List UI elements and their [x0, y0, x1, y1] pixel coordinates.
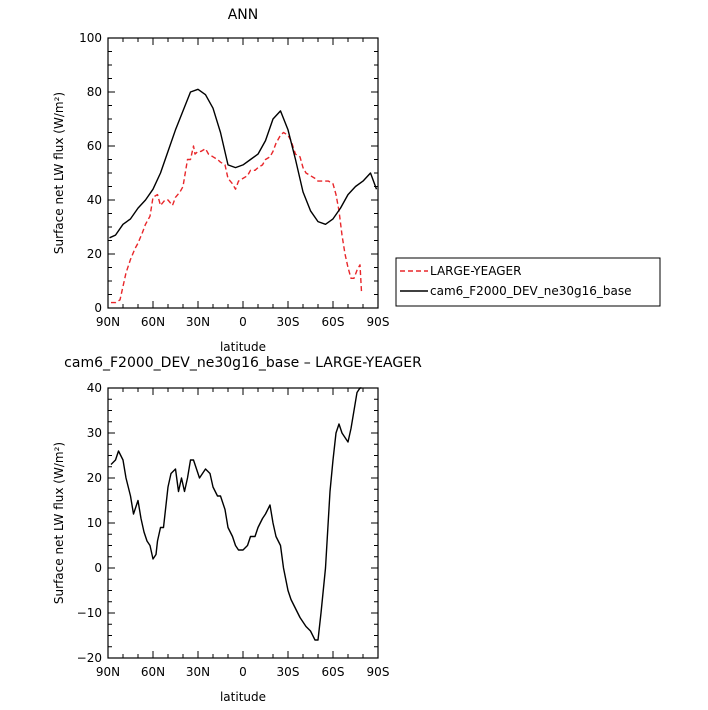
top-x-tick-label: 30S [277, 315, 300, 329]
bottom-x-tick-label: 60S [322, 665, 345, 679]
legend-label-large-yeager: LARGE-YEAGER [430, 264, 521, 278]
bottom-y-tick-label: 0 [94, 561, 102, 575]
bottom-x-tick-label: 30S [277, 665, 300, 679]
bottom-x-tick-label: 90S [367, 665, 390, 679]
bottom-series-line-0 [110, 387, 362, 641]
top-x-tick-label: 90S [367, 315, 390, 329]
bottom-y-tick-label: 30 [87, 426, 102, 440]
top-y-axis-label: Surface net LW flux (W/m²) [52, 92, 66, 254]
top-series-line-0 [111, 131, 363, 304]
top-x-tick-label: 60S [322, 315, 345, 329]
top-panel: ANN 90N 60N 30N 0 30S 60S 90S 0 20 40 60 80 100 lati… [52, 7, 661, 354]
legend-label-cam6-base: cam6_F2000_DEV_ne30g16_base [430, 284, 632, 298]
top-x-tick-label: 90N [96, 315, 120, 329]
bottom-axis-ticks: 90N 60N 30N 0 30S 60S 90S −20 −10 0 10 20 30 40 [77, 381, 390, 679]
legend: LARGE-YEAGER cam6_F2000_DEV_ne30g16_base [395, 257, 661, 307]
top-y-tick-label: 20 [87, 247, 102, 261]
top-chart-title: ANN [228, 7, 259, 23]
top-x-tick-label: 60N [141, 315, 165, 329]
bottom-y-axis-label: Surface net LW flux (W/m²) [52, 442, 66, 604]
bottom-series-lines [110, 387, 362, 641]
top-series-lines [109, 88, 378, 304]
top-x-tick-label: 30N [186, 315, 210, 329]
bottom-x-tick-label: 90N [96, 665, 120, 679]
bottom-x-tick-label: 30N [186, 665, 210, 679]
top-series-line-1 [109, 88, 378, 239]
top-y-tick-label: 40 [87, 193, 102, 207]
bottom-x-tick-label: 0 [239, 665, 247, 679]
top-axis-ticks: 90N 60N 30N 0 30S 60S 90S 0 20 40 60 80 100 [79, 31, 389, 329]
bottom-chart-title: cam6_F2000_DEV_ne30g16_base – LARGE-YEAG… [64, 355, 422, 371]
top-x-tick-label: 0 [239, 315, 247, 329]
bottom-y-tick-label: −20 [77, 651, 102, 665]
bottom-y-tick-label: 20 [87, 471, 102, 485]
bottom-x-tick-label: 60N [141, 665, 165, 679]
legend-box [395, 257, 661, 307]
top-y-tick-label: 80 [87, 85, 102, 99]
bottom-y-tick-label: 40 [87, 381, 102, 395]
top-y-tick-label: 100 [79, 31, 102, 45]
top-y-tick-label: 60 [87, 139, 102, 153]
bottom-y-tick-label: −10 [77, 606, 102, 620]
bottom-y-tick-label: 10 [87, 516, 102, 530]
top-x-axis-label: latitude [220, 340, 266, 354]
top-plot-frame [107, 37, 379, 309]
top-y-tick-label: 0 [94, 301, 102, 315]
bottom-x-axis-label: latitude [220, 690, 266, 704]
bottom-panel: cam6_F2000_DEV_ne30g16_base – LARGE-YEAG… [52, 355, 422, 704]
